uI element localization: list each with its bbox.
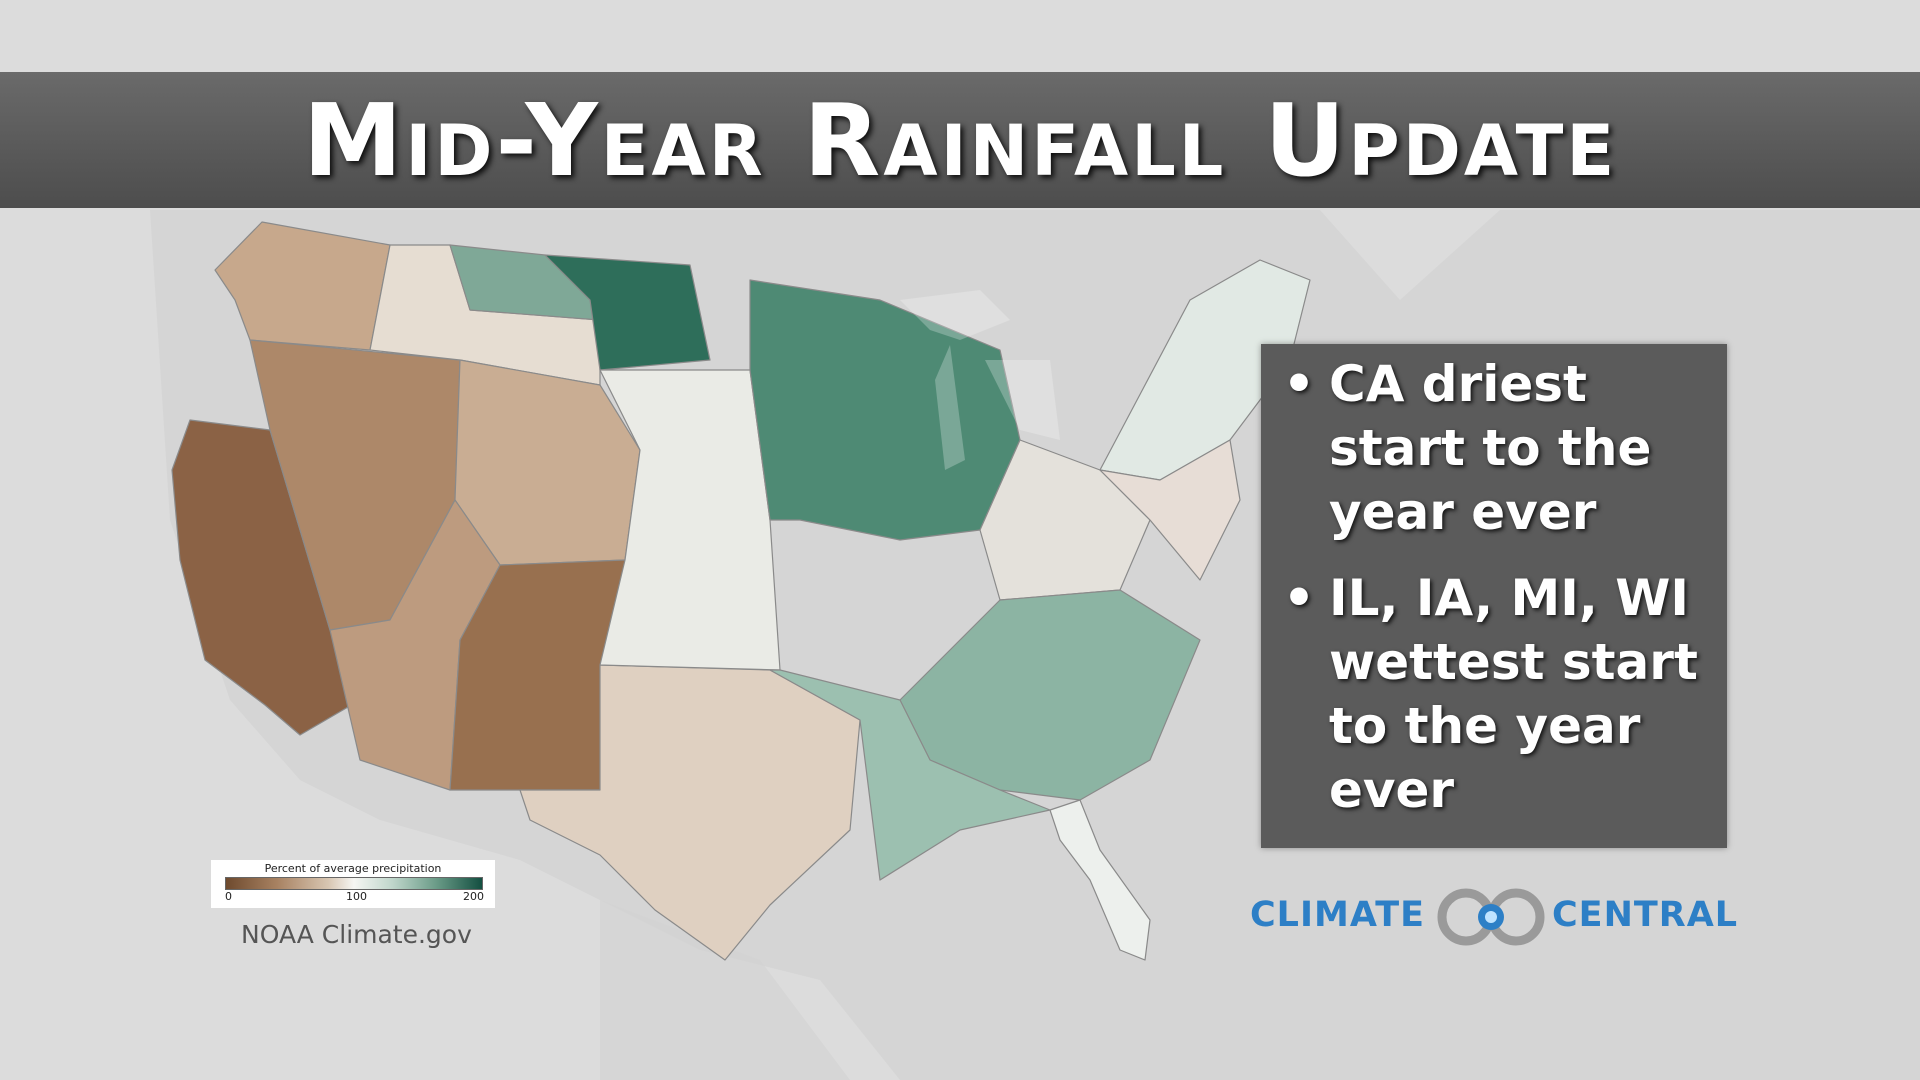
region-upper-midwest [749, 279, 1021, 541]
background-landmass-south [600, 900, 850, 1080]
legend-title: Percent of average precipitation [264, 862, 442, 875]
logo-word-left: CLIMATE [1250, 895, 1425, 935]
region-pacific-northwest [214, 221, 391, 351]
page-title: Mid-Year Rainfall Update [302, 81, 1618, 199]
region-north-dakota [544, 254, 711, 371]
facts-panel: • CA driest start to the year ever • IL,… [1261, 344, 1727, 848]
fact-bullet: • IL, IA, MI, WI wettest start to the ye… [1283, 566, 1701, 822]
title-bar: Mid-Year Rainfall Update [0, 72, 1920, 208]
region-florida [1049, 799, 1151, 961]
legend-tick-100: 100 [346, 890, 367, 903]
bullet-dot: • [1283, 569, 1315, 627]
logo-word-right: CENTRAL [1552, 895, 1739, 935]
source-credit: NOAA Climate.gov [241, 920, 472, 949]
region-mid-atlantic [1099, 439, 1241, 581]
fact-bullet: • CA driest start to the year ever [1283, 352, 1701, 544]
map-legend: Percent of average precipitation 0 100 2… [211, 860, 495, 908]
legend-tick-200: 200 [463, 890, 484, 903]
climate-central-logo: CLIMATE CENTRAL [1250, 885, 1750, 946]
bullet-dot: • [1283, 355, 1315, 413]
region-gulf-coast [769, 669, 1051, 881]
great-lakes [900, 290, 1060, 470]
fact-text: CA driest start to the year ever [1329, 355, 1652, 541]
logo-rings-icon [1437, 888, 1545, 946]
legend-tick-0: 0 [225, 890, 232, 903]
fact-text: IL, IA, MI, WI wettest start to the year… [1329, 569, 1698, 819]
legend-color-ramp [225, 877, 483, 890]
